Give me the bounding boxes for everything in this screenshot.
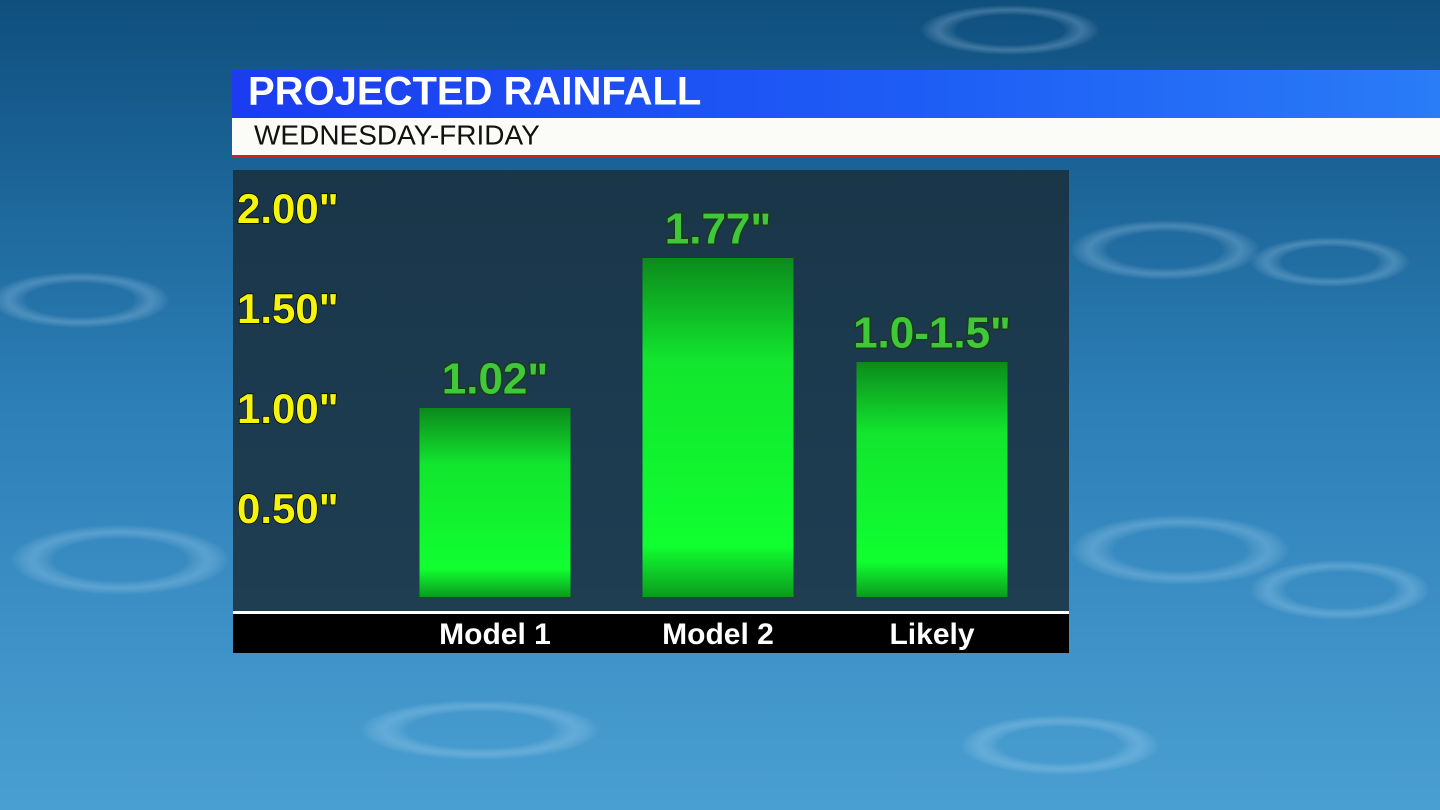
chart-subtitle: WEDNESDAY-FRIDAY (254, 119, 540, 150)
value-label: 1.77" (665, 205, 772, 254)
value-label: 1.0-1.5" (853, 309, 1011, 358)
category-bar (233, 614, 1069, 653)
y-tick-label: 1.50" (237, 285, 339, 332)
ripples (0, 5, 1430, 775)
bar (856, 362, 1008, 597)
y-tick-label: 2.00" (237, 185, 339, 232)
y-tick-label: 0.50" (237, 485, 339, 532)
subtitle-rule (232, 155, 1440, 158)
marks: 0.50" 1.00" 1.50" 2.00" Model 1 1.02" Model 2 1… (236, 184, 1012, 651)
value-label: 1.02" (442, 355, 549, 404)
baseline (233, 611, 1069, 614)
x-tick-label: Likely (889, 618, 974, 651)
subtitle-bar (232, 118, 1440, 156)
title-bar (232, 70, 1440, 118)
bar (642, 258, 794, 597)
x-tick-label: Model 2 (662, 618, 774, 651)
bar (419, 408, 571, 597)
y-tick-label: 1.00" (237, 385, 339, 432)
chart-title: PROJECTED RAINFALL (248, 70, 701, 114)
x-tick-label: Model 1 (439, 618, 551, 651)
